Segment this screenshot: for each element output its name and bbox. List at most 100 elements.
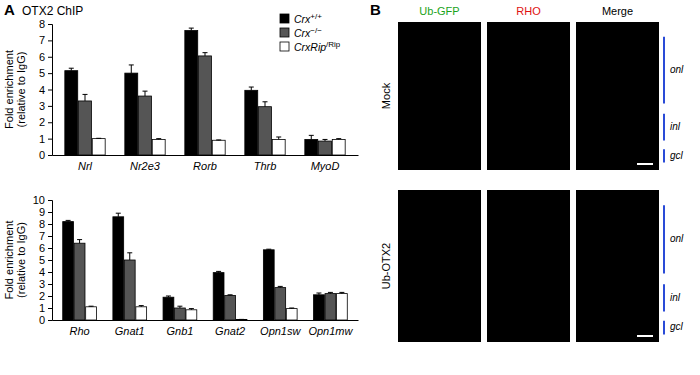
tick-mark [48, 284, 52, 285]
plot-area [63, 213, 348, 320]
tick: 0 [39, 149, 52, 161]
tick: 4 [39, 84, 52, 96]
image-panel [487, 22, 570, 170]
chart: 012345678910RhoGnat1Gnb1Gnat2Opn1swOpn1m… [3, 194, 359, 337]
layer-label: inl [670, 121, 681, 132]
tick-label: 6 [39, 51, 45, 63]
tick: 3 [39, 100, 52, 112]
error-bar [203, 53, 208, 56]
error-bar [289, 308, 294, 310]
legend-swatch [280, 42, 289, 51]
bar [185, 31, 198, 155]
tick-label: 4 [39, 266, 45, 278]
y-axis: 012345678 [39, 18, 53, 161]
y-axis: 012345678910 [33, 194, 53, 326]
layer-label: onl [670, 64, 684, 75]
bar [152, 139, 165, 155]
chart: 012345678NrlNr2e3RorbThrbMyoDFold enrich… [3, 4, 359, 172]
panel-label: B [370, 1, 381, 18]
error-bar-cap [239, 319, 244, 320]
bar [74, 243, 85, 320]
tick-label: 10 [33, 194, 45, 206]
tick-label: 6 [39, 242, 45, 254]
tick: Opn1sw [260, 325, 301, 337]
bar [336, 294, 347, 320]
image-panel [398, 22, 481, 170]
tick: 6 [39, 51, 52, 63]
bar [113, 217, 124, 320]
error-bar [328, 292, 333, 293]
tick-label: 0 [39, 149, 45, 161]
error-bar-cap [263, 101, 268, 102]
row-label: Ub-OTX2 [380, 243, 392, 289]
tick: 0 [39, 314, 52, 326]
image-panel [576, 22, 659, 170]
bar [212, 140, 225, 155]
tick-mark [48, 90, 52, 91]
scale-bar [637, 335, 653, 337]
tick: 8 [39, 18, 52, 30]
bar [199, 56, 212, 155]
bar [213, 273, 224, 320]
error-bar-cap [323, 139, 328, 140]
tick-label: Gnat2 [215, 325, 245, 337]
error-bar-cap [89, 306, 94, 307]
bar [63, 222, 74, 320]
error-bar [66, 220, 71, 221]
error-bar [139, 306, 144, 307]
column-label: Ub-GFP [419, 5, 459, 17]
error-bar-cap [309, 135, 314, 136]
error-bar-cap [143, 91, 148, 92]
tick-label: Rho [69, 325, 89, 337]
layer-bracket [663, 37, 665, 104]
bar [314, 295, 325, 320]
image-panel [398, 190, 481, 342]
bar [305, 139, 318, 155]
axis-title: Fold enrichment [3, 50, 15, 129]
error-bar [177, 306, 182, 308]
tick: 5 [39, 254, 52, 266]
layer-label: gcl [670, 321, 684, 332]
error-bar [116, 213, 121, 217]
bar [225, 295, 236, 320]
error-bar [189, 309, 194, 310]
error-bar-cap [116, 213, 121, 214]
bar [65, 71, 78, 155]
legend-swatch [280, 28, 289, 37]
error-bar [216, 271, 221, 272]
layer-bracket [663, 284, 665, 311]
tick-mark [48, 106, 52, 107]
error-bar-cap [216, 271, 221, 272]
error-bar [89, 306, 94, 308]
bar [272, 139, 285, 155]
error-bar [96, 138, 101, 139]
layer-bracket [663, 114, 665, 141]
error-bar [189, 28, 194, 30]
error-bar [228, 294, 233, 296]
error-bar-cap [177, 306, 182, 307]
error-bar [239, 319, 244, 320]
bar [163, 297, 174, 320]
axis-line [48, 25, 53, 156]
tick-label: 0 [39, 314, 45, 326]
error-bar [69, 68, 74, 70]
tick: 8 [39, 218, 52, 230]
column-label: Merge [602, 5, 633, 17]
axis-line [53, 320, 359, 321]
bar [79, 101, 92, 155]
title: OTX2 ChIP [22, 4, 83, 18]
bar [186, 310, 197, 320]
tick-mark [48, 212, 52, 213]
column-label: RHO [516, 5, 541, 17]
tick: Gnb1 [166, 325, 193, 337]
tick-mark [48, 24, 52, 25]
error-bar-cap [127, 252, 132, 253]
error-bar-stem [311, 135, 312, 139]
tick-label: Opn1sw [260, 325, 301, 337]
error-bar-cap [278, 286, 283, 287]
legend-label: Crx+/+ [294, 12, 322, 25]
bar [236, 319, 247, 320]
bar [139, 96, 152, 155]
error-bar-cap [249, 87, 254, 88]
layer-label: gcl [670, 150, 684, 161]
